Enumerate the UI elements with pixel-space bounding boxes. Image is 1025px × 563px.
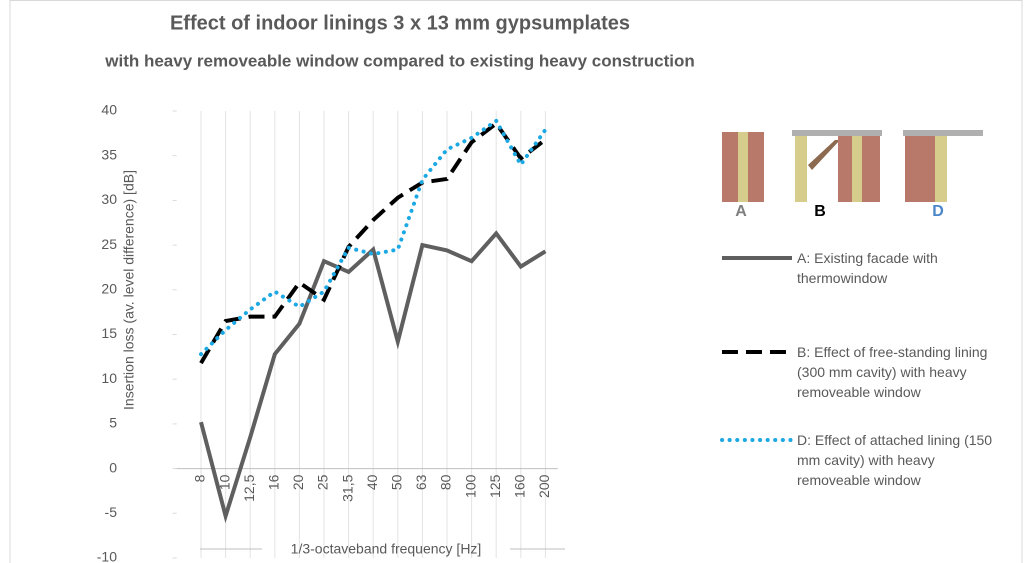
x-axis-title: 1/3-octaveband frequency [Hz] (291, 541, 482, 557)
legend-label: D: Effect of attached lining (150 mm cav… (797, 430, 997, 490)
x-tick-label: 31,5 (339, 474, 355, 501)
illustration-label: A (735, 203, 747, 220)
y-axis-title: Insertion loss (av. level difference) [d… (121, 170, 137, 410)
x-tick-label: 16 (266, 474, 282, 490)
y-tick-label: 10 (101, 370, 117, 386)
x-tick-label: 25 (315, 474, 331, 490)
y-tick-label: 5 (109, 415, 117, 431)
x-tick-label: 125 (487, 474, 503, 498)
y-tick-label: -10 (97, 549, 117, 563)
legend-label: B: Effect of free-standing lining (300 m… (797, 342, 997, 402)
illustration-label: D (932, 203, 944, 220)
chart-area: Effect of indoor linings 3 x 13 mm gypsu… (0, 0, 1025, 563)
y-tick-label: -5 (105, 504, 118, 520)
x-tick-label: 80 (438, 474, 454, 490)
y-tick-label: 0 (109, 459, 117, 475)
x-tick-label: 200 (536, 474, 552, 498)
x-tick-label: 63 (413, 474, 429, 490)
x-tick-label: 20 (290, 474, 306, 490)
y-tick-label: 25 (101, 236, 117, 252)
illustration (722, 130, 983, 202)
y-tick-label: 30 (101, 191, 117, 207)
x-tick-label: 100 (462, 474, 478, 498)
chart-title: Effect of indoor linings 3 x 13 mm gypsu… (170, 12, 630, 34)
x-tick-label: 40 (364, 474, 380, 490)
y-tick-label: 40 (101, 102, 117, 118)
x-tick-label: 12,5 (241, 474, 257, 501)
x-tick-label: 160 (512, 474, 528, 498)
y-tick-label: 15 (101, 325, 117, 341)
x-tick-label: 8 (192, 474, 208, 482)
y-tick-label: 35 (101, 146, 117, 162)
chart-subtitle: with heavy removeable window compared to… (104, 51, 694, 70)
y-tick-label: 20 (101, 281, 117, 297)
illustration-label: B (814, 203, 826, 220)
legend-label: A: Existing facade with thermowindow (797, 248, 997, 288)
x-tick-label: 50 (389, 474, 405, 490)
